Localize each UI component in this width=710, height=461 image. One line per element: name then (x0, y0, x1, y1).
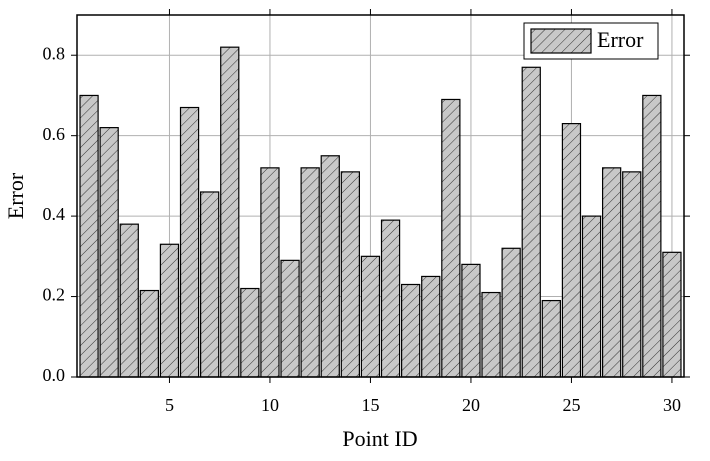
x-tick-label: 15 (361, 395, 379, 415)
bar (139, 289, 160, 378)
bar (601, 167, 622, 378)
x-tick-label: 30 (663, 395, 681, 415)
bar (421, 275, 441, 378)
bar (280, 259, 300, 378)
y-tick-label: 0.6 (43, 124, 66, 144)
bar (441, 98, 461, 378)
bar (99, 127, 119, 378)
bar (581, 215, 602, 378)
bar (240, 287, 260, 378)
y-tick-label: 0.0 (43, 365, 66, 385)
y-tick-label: 0.4 (43, 204, 66, 224)
legend-swatch (530, 28, 592, 54)
bar (561, 122, 582, 378)
bar (159, 243, 180, 378)
x-tick-label: 10 (261, 395, 279, 415)
bar (521, 66, 541, 378)
bar (260, 167, 280, 378)
y-axis-label: Error (3, 172, 28, 219)
bar (200, 191, 220, 378)
bar (179, 106, 200, 378)
bar (501, 247, 521, 378)
bar (461, 263, 481, 378)
y-tick-label: 0.2 (43, 285, 66, 305)
bar (380, 219, 401, 378)
bar (401, 283, 421, 378)
legend-label: Error (597, 27, 644, 52)
bar (360, 255, 381, 378)
bar (541, 299, 561, 378)
bar (622, 171, 642, 378)
x-tick-label: 25 (562, 395, 580, 415)
y-tick-label: 0.8 (43, 43, 66, 63)
bar (79, 94, 99, 378)
bar (220, 46, 240, 378)
x-tick-label: 5 (165, 395, 174, 415)
bar (119, 223, 139, 378)
bar (340, 171, 360, 378)
bar (662, 251, 682, 378)
bar (481, 291, 501, 378)
x-tick-label: 20 (462, 395, 480, 415)
bar (320, 155, 340, 378)
plot-frame (76, 14, 685, 378)
x-axis-label: Point ID (342, 426, 417, 451)
bar (642, 94, 662, 378)
bar (300, 167, 320, 378)
